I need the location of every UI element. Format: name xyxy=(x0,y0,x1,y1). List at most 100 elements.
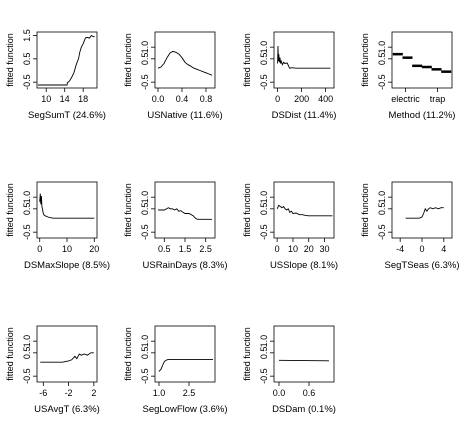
y-tick-label: 1.0 xyxy=(140,191,150,204)
series-line xyxy=(405,207,444,219)
y-tick-label: -0.5 xyxy=(140,74,150,90)
y-tick-label: -0.5 xyxy=(377,74,387,90)
plot-frame xyxy=(391,181,453,239)
x-tick-label: 4 xyxy=(441,244,446,254)
x-axis-label: SegLowFlow (3.6%) xyxy=(142,404,227,415)
x-tick-label: 0.0 xyxy=(152,94,165,104)
y-tick-label: -0.5 xyxy=(140,368,150,384)
x-tick-label: 0 xyxy=(275,244,280,254)
x-tick-label: 0.6 xyxy=(303,388,316,398)
x-tick-label: 200 xyxy=(294,94,309,104)
x-axis-label: DSDist (11.4%) xyxy=(272,110,337,121)
panel-8: -4 0 4 -0.5 0.51.0 fitted function SegTSeas (6… xyxy=(360,181,460,271)
x-tick-label: 20 xyxy=(89,244,99,254)
x-tick-label: 10 xyxy=(41,94,51,104)
x-tick-label: 0.0 xyxy=(273,388,286,398)
series-line xyxy=(278,359,330,362)
y-tick-label: 1.0 xyxy=(259,191,269,204)
y-tick-label: 1.0 xyxy=(140,335,150,348)
x-tick-label: 2.5 xyxy=(199,244,212,254)
panel-7: 0 10 20 30 -0.5 0.51.0 fitted function USSlope … xyxy=(242,181,338,271)
y-axis-label: fitted function xyxy=(123,183,133,237)
y-tick-label: 1.0 xyxy=(22,191,32,204)
x-tick-label: 1.0 xyxy=(153,388,166,398)
x-tick-label: trap xyxy=(430,94,446,104)
y-tick-label: 1.0 xyxy=(259,41,269,54)
x-axis-label: DSDam (0.1%) xyxy=(272,404,336,415)
x-tick-label: -2 xyxy=(65,388,73,398)
x-tick-label: 18 xyxy=(78,94,88,104)
y-tick-label: -0.5 xyxy=(377,224,387,240)
y-tick-label: 1.5 xyxy=(22,29,32,42)
panel-1: 10 14 18 -0.5 0.5 1.5 fitted function SegSumT (… xyxy=(5,29,106,121)
x-tick-label: -4 xyxy=(396,244,404,254)
x-tick-label: 20 xyxy=(304,244,314,254)
y-axis-label: fitted function xyxy=(242,33,252,87)
x-tick-label: 10 xyxy=(62,244,72,254)
y-axis-label: fitted function xyxy=(5,33,15,87)
y-tick-label: 1.0 xyxy=(140,41,150,54)
y-axis-label: fitted function xyxy=(242,183,252,237)
y-tick-label: 0.5 xyxy=(22,203,32,216)
plot-frame xyxy=(36,31,98,89)
x-tick-label: 2.5 xyxy=(183,388,196,398)
x-axis-label: SegTSeas (6.3%) xyxy=(385,260,460,271)
y-tick-label: -0.5 xyxy=(259,368,269,384)
x-axis-label: USSlope (8.1%) xyxy=(270,260,338,271)
x-axis-label: USRainDays (8.3%) xyxy=(143,260,228,271)
panel-9: -6 -2 2 -0.5 0.51.0 fitted function USAvgT (6.… xyxy=(5,325,100,415)
x-tick-label: 0 xyxy=(37,244,42,254)
panel-11: 0.0 0.6 -0.5 0.51.0 fitted function DSDam (0.… xyxy=(242,325,336,415)
y-tick-label: 0.5 xyxy=(22,53,32,66)
y-axis-label: fitted function xyxy=(360,183,370,237)
y-tick-label: 1.0 xyxy=(22,335,32,348)
x-tick-label: 2 xyxy=(91,388,96,398)
x-axis-label: DSMaxSlope (8.5%) xyxy=(24,260,110,271)
x-tick-label: 1.5 xyxy=(179,244,192,254)
series-line xyxy=(277,45,331,69)
y-axis-label: fitted function xyxy=(123,33,133,87)
x-axis-label: USAvgT (6.3%) xyxy=(34,404,100,415)
x-axis-label: SegSumT (24.6%) xyxy=(28,110,106,121)
x-tick-label: 400 xyxy=(318,94,333,104)
y-tick-label: -0.5 xyxy=(22,224,32,240)
y-tick-label: 0.5 xyxy=(140,347,150,360)
y-axis-label: fitted function xyxy=(123,327,133,381)
x-tick-label: electric xyxy=(391,94,420,104)
series-line xyxy=(40,352,94,363)
plot-frame xyxy=(273,181,335,239)
x-tick-label: 0 xyxy=(275,94,280,104)
series-line xyxy=(157,50,213,76)
series-line xyxy=(37,34,95,86)
y-tick-label: -0.5 xyxy=(22,368,32,384)
series-line xyxy=(276,204,333,217)
plot-frame xyxy=(273,31,335,89)
x-axis-label: USNative (11.6%) xyxy=(147,110,222,121)
y-axis-label: fitted function xyxy=(5,183,15,237)
y-axis-label: fitted function xyxy=(5,327,15,381)
plot-frame xyxy=(36,325,98,383)
panel-4: electric trap -0.5 0.51.0 fitted function Met… xyxy=(360,31,456,121)
y-tick-label: 0.5 xyxy=(140,203,150,216)
y-tick-label: -0.5 xyxy=(259,74,269,90)
y-tick-label: 0.5 xyxy=(22,347,32,360)
series-line xyxy=(158,207,212,220)
y-tick-label: 0.5 xyxy=(259,53,269,66)
y-tick-label: 0.5 xyxy=(259,203,269,216)
series-line xyxy=(39,193,95,219)
y-tick-label: -0.5 xyxy=(140,224,150,240)
series-line xyxy=(158,358,213,372)
plot-frame xyxy=(391,31,453,89)
y-tick-label: -0.5 xyxy=(259,224,269,240)
panel-2: 0.0 0.4 0.8 -0.5 0.51.0 fitted function USNati… xyxy=(123,31,223,121)
y-tick-label: 1.0 xyxy=(377,41,387,54)
x-tick-label: 0 xyxy=(419,244,424,254)
x-tick-label: 30 xyxy=(320,244,330,254)
plot-frame xyxy=(154,31,216,89)
plot-frame xyxy=(36,181,98,239)
x-tick-label: 14 xyxy=(60,94,70,104)
x-axis-label: Method (11.2%) xyxy=(389,110,456,121)
